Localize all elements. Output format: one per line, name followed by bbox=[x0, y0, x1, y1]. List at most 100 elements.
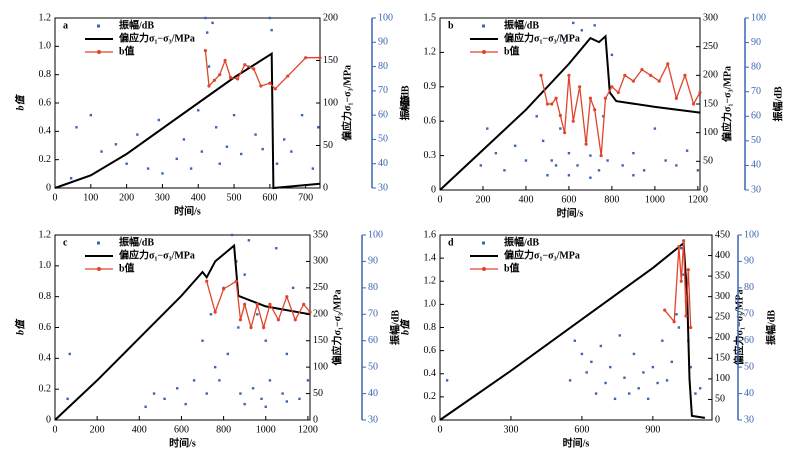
amplitude-point bbox=[300, 113, 304, 117]
panel-label: d bbox=[448, 237, 454, 248]
amplitude-point bbox=[211, 21, 214, 25]
legend-label: 偏应力σ₁−σ₃/MPa bbox=[504, 248, 580, 261]
x-axis-label: 时间/s bbox=[169, 436, 196, 449]
y3-tick-label: 40 bbox=[751, 160, 761, 171]
y-tick-label: 0 bbox=[431, 184, 436, 195]
amplitude-point bbox=[610, 53, 614, 57]
amplitude-point bbox=[201, 339, 204, 342]
b-value-marker bbox=[563, 131, 567, 135]
y2-tick-label: 200 bbox=[313, 309, 328, 320]
y3-tick-label: 90 bbox=[378, 37, 388, 48]
amplitude-point bbox=[642, 169, 646, 172]
amplitude-point bbox=[100, 150, 103, 153]
amplitude-point bbox=[567, 174, 571, 177]
legend-label: 偏应力σ₁−σ₃/MPa bbox=[119, 248, 195, 261]
y2-axis-label: 偏应力σ₁−σ₃/MPa bbox=[732, 290, 745, 366]
b-value-marker bbox=[205, 279, 209, 283]
b-value-marker bbox=[674, 96, 678, 100]
amplitude-point bbox=[494, 151, 498, 155]
amplitude-point bbox=[621, 164, 624, 167]
amplitude-point bbox=[239, 392, 242, 395]
amplitude-point bbox=[590, 360, 593, 364]
b-value-marker bbox=[249, 325, 253, 330]
b-value-marker bbox=[682, 239, 686, 243]
y2-tick-label: 0 bbox=[323, 182, 328, 193]
legend-label: 振幅/dB bbox=[504, 235, 539, 248]
amplitude-point bbox=[503, 169, 506, 172]
y3-tick-label: 40 bbox=[744, 388, 754, 399]
y-tick-label: 0.4 bbox=[39, 353, 52, 364]
amplitude-point bbox=[593, 24, 596, 27]
x-tick-label: 900 bbox=[645, 424, 660, 435]
y3-axis-label: 振幅/dB bbox=[398, 85, 411, 120]
b-value-line bbox=[664, 240, 692, 328]
y-tick-label: 1.0 bbox=[424, 299, 437, 310]
amplitude-point bbox=[282, 138, 286, 141]
amplitude-point bbox=[546, 174, 549, 177]
b-value-marker bbox=[228, 75, 233, 80]
amplitude-point bbox=[656, 381, 659, 385]
stress-line bbox=[54, 51, 321, 190]
y2-tick-label: 150 bbox=[313, 335, 328, 346]
y3-tick-label: 100 bbox=[751, 12, 766, 23]
x-tick-label: 600 bbox=[262, 192, 277, 203]
y-tick-label: 0.3 bbox=[424, 150, 437, 161]
y-tick-label: 0.6 bbox=[424, 345, 437, 356]
y-tick-label: 1.5 bbox=[424, 12, 437, 23]
y-tick-label: 0.8 bbox=[424, 322, 437, 333]
b-value-line bbox=[540, 62, 701, 156]
x-tick-label: 1200 bbox=[298, 424, 318, 435]
y2-tick-label: 0 bbox=[715, 414, 720, 425]
x-tick-label: 700 bbox=[298, 192, 313, 203]
legend-swatch bbox=[482, 24, 485, 28]
y-tick-label: 0.8 bbox=[39, 69, 52, 80]
amplitude-point bbox=[524, 159, 528, 162]
y-axis-label: b值 bbox=[399, 318, 411, 335]
amplitude-point bbox=[89, 113, 93, 117]
amplitude-point bbox=[311, 167, 315, 170]
amplitude-point bbox=[689, 365, 692, 369]
y2-tick-label: 50 bbox=[313, 388, 323, 399]
y3-tick-label: 90 bbox=[744, 256, 754, 267]
x-tick-label: 0 bbox=[438, 424, 443, 435]
amplitude-point bbox=[682, 273, 685, 276]
y2-tick-label: 100 bbox=[703, 127, 718, 138]
y-tick-label: 1.4 bbox=[424, 252, 437, 263]
amplitude-point bbox=[550, 159, 553, 162]
b-value-marker bbox=[213, 310, 217, 314]
y3-tick-label: 80 bbox=[744, 282, 754, 293]
y-tick-label: 0.8 bbox=[39, 291, 52, 302]
y3-tick-label: 100 bbox=[744, 229, 759, 240]
amplitude-point bbox=[197, 109, 200, 112]
amplitude-point bbox=[163, 397, 166, 401]
legend-label: 振幅/dB bbox=[119, 235, 154, 248]
b-value-marker bbox=[207, 84, 211, 88]
y3-tick-label: 60 bbox=[368, 335, 378, 346]
b-value-marker bbox=[558, 113, 562, 118]
amplitude-point bbox=[602, 115, 605, 118]
amplitude-point bbox=[651, 365, 655, 369]
y3-tick-label: 60 bbox=[378, 109, 388, 120]
b-value-marker bbox=[243, 63, 247, 67]
amplitude-point bbox=[69, 177, 73, 180]
b-value-marker bbox=[603, 96, 608, 100]
y-tick-label: 0 bbox=[46, 414, 51, 425]
x-tick-label: 600 bbox=[174, 424, 189, 435]
y2-tick-label: 100 bbox=[313, 361, 328, 372]
y3-axis-label: 振幅/dB bbox=[764, 310, 777, 345]
legend-marker bbox=[97, 50, 101, 54]
amplitude-point bbox=[317, 126, 320, 129]
y-tick-label: 1.2 bbox=[39, 12, 52, 23]
y2-tick-label: 150 bbox=[323, 55, 338, 66]
amplitude-point bbox=[230, 233, 234, 237]
panel-label: c bbox=[63, 237, 68, 248]
y-axis-label: b值 bbox=[14, 318, 26, 335]
amplitude-point bbox=[632, 174, 635, 177]
y-tick-label: 0.4 bbox=[424, 368, 437, 379]
amplitude-point bbox=[568, 379, 572, 382]
b-value-marker bbox=[318, 56, 322, 60]
x-tick-label: 1200 bbox=[688, 194, 708, 205]
y-tick-label: 0 bbox=[46, 182, 51, 193]
x-axis-label: 时间/s bbox=[563, 436, 590, 449]
y3-tick-label: 100 bbox=[368, 229, 383, 240]
